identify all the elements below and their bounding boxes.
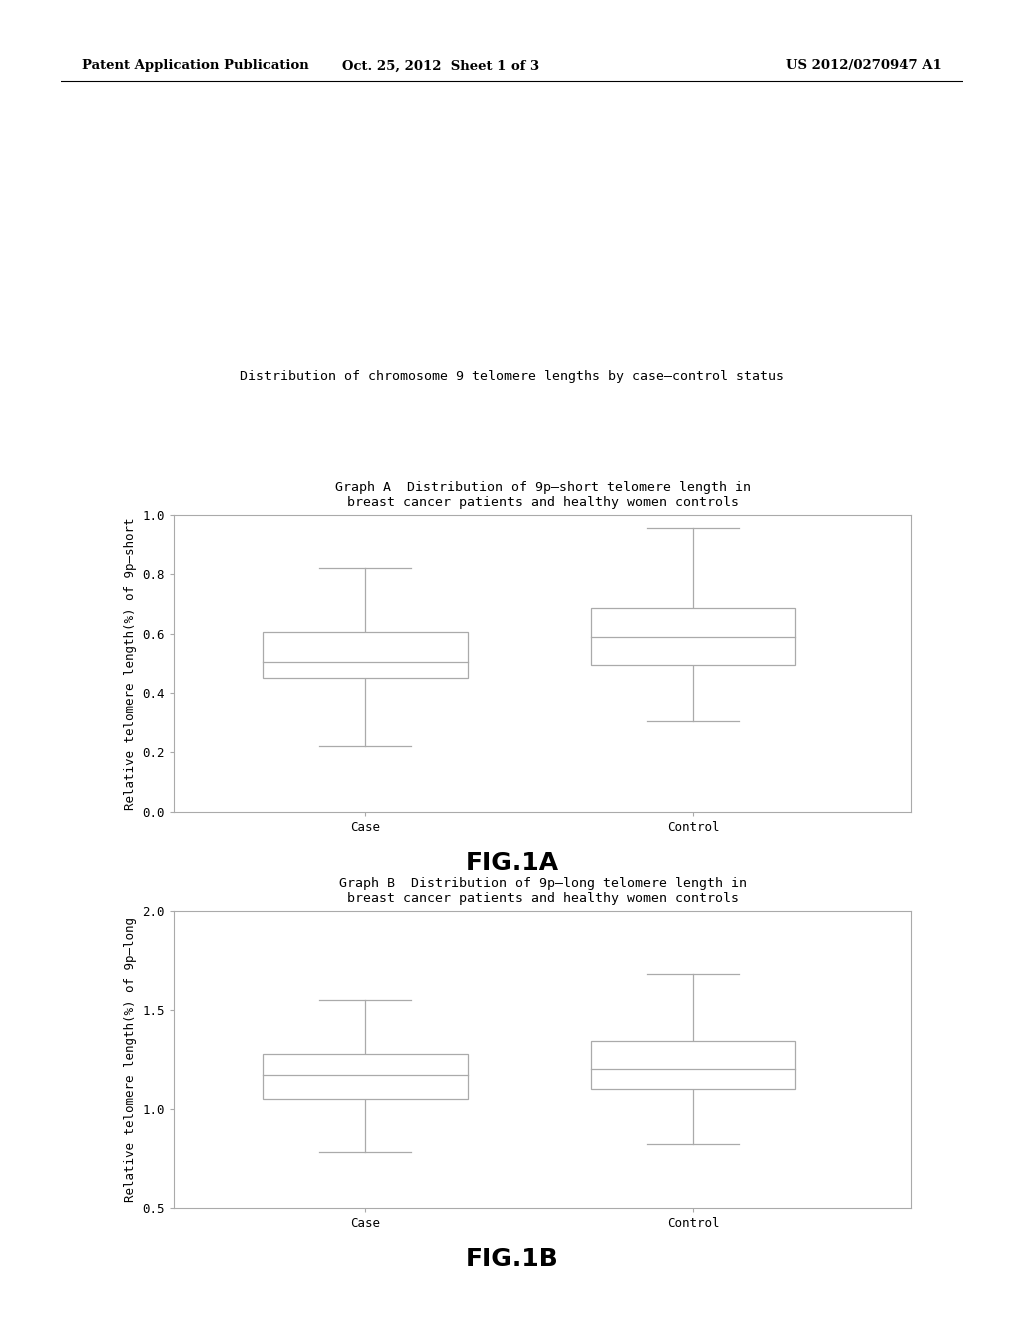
Text: Oct. 25, 2012  Sheet 1 of 3: Oct. 25, 2012 Sheet 1 of 3 xyxy=(342,59,539,73)
Y-axis label: Relative telomere length(%) of 9p–long: Relative telomere length(%) of 9p–long xyxy=(124,917,137,1201)
Y-axis label: Relative telomere length(%) of 9p–short: Relative telomere length(%) of 9p–short xyxy=(124,517,137,809)
Text: FIG.1A: FIG.1A xyxy=(466,851,558,875)
Bar xyxy=(591,609,796,665)
Text: US 2012/0270947 A1: US 2012/0270947 A1 xyxy=(786,59,942,73)
Title: Graph A  Distribution of 9p–short telomere length in
breast cancer patients and : Graph A Distribution of 9p–short telomer… xyxy=(335,482,751,510)
Bar xyxy=(263,1055,468,1098)
Text: FIG.1B: FIG.1B xyxy=(466,1247,558,1271)
Text: Patent Application Publication: Patent Application Publication xyxy=(82,59,308,73)
Bar xyxy=(263,632,468,678)
Text: Distribution of chromosome 9 telomere lengths by case–control status: Distribution of chromosome 9 telomere le… xyxy=(240,370,784,383)
Title: Graph B  Distribution of 9p–long telomere length in
breast cancer patients and h: Graph B Distribution of 9p–long telomere… xyxy=(339,878,746,906)
Bar xyxy=(591,1041,796,1089)
